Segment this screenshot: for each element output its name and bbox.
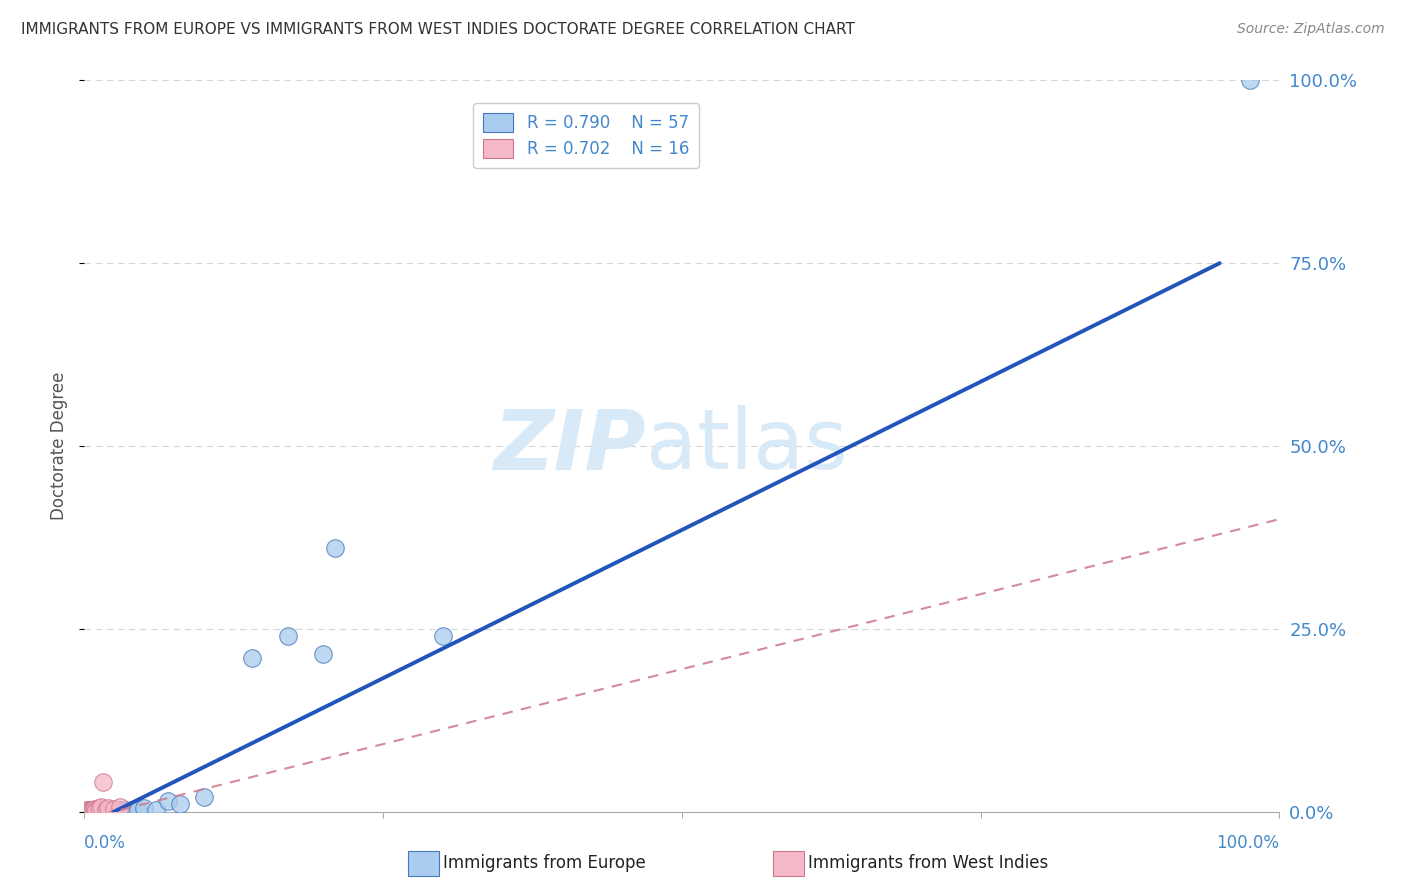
Text: IMMIGRANTS FROM EUROPE VS IMMIGRANTS FROM WEST INDIES DOCTORATE DEGREE CORRELATI: IMMIGRANTS FROM EUROPE VS IMMIGRANTS FRO… — [21, 22, 855, 37]
Point — [86, 803, 108, 817]
Point — [103, 803, 125, 817]
Point — [77, 803, 100, 817]
Point — [94, 803, 117, 817]
Point — [83, 803, 105, 817]
Point — [80, 804, 103, 818]
Point — [87, 804, 110, 818]
Point — [77, 804, 100, 818]
Point — [1239, 73, 1261, 87]
Point — [240, 651, 263, 665]
Point — [107, 803, 129, 817]
Text: Immigrants from Europe: Immigrants from Europe — [443, 855, 645, 872]
Point — [79, 803, 101, 817]
Point — [127, 803, 149, 817]
Point — [91, 804, 114, 818]
Point — [82, 804, 104, 818]
Text: Source: ZipAtlas.com: Source: ZipAtlas.com — [1237, 22, 1385, 37]
Point — [432, 629, 454, 643]
Text: atlas: atlas — [647, 406, 848, 486]
Point — [325, 541, 347, 556]
Point — [76, 804, 98, 818]
Point — [145, 803, 167, 817]
Point — [80, 803, 103, 817]
Point — [89, 804, 111, 818]
Point — [84, 803, 107, 817]
Point — [91, 804, 114, 818]
Y-axis label: Doctorate Degree: Doctorate Degree — [49, 372, 67, 520]
Text: 0.0%: 0.0% — [84, 834, 127, 852]
Point — [76, 803, 98, 817]
Point — [93, 803, 115, 817]
Point — [132, 801, 156, 815]
Point — [97, 804, 120, 818]
Point — [90, 804, 112, 818]
Point — [77, 803, 100, 817]
Point — [103, 802, 125, 816]
Point — [79, 804, 101, 818]
Point — [79, 803, 101, 817]
Point — [90, 803, 112, 817]
Point — [312, 648, 335, 662]
Point — [110, 800, 132, 814]
Point — [87, 801, 110, 815]
Point — [83, 804, 105, 818]
Point — [77, 804, 100, 818]
Point — [89, 803, 111, 817]
Text: 100.0%: 100.0% — [1216, 834, 1279, 852]
Point — [121, 804, 143, 818]
Point — [77, 803, 100, 817]
Point — [82, 803, 104, 817]
Point — [111, 803, 134, 817]
Point — [94, 804, 117, 818]
Point — [86, 804, 108, 818]
Point — [97, 801, 120, 815]
Point — [90, 800, 112, 814]
Point — [84, 804, 107, 818]
Point — [96, 803, 118, 817]
Point — [193, 790, 215, 805]
Point — [169, 797, 191, 812]
Point — [277, 629, 299, 643]
Point — [101, 804, 124, 818]
Point — [100, 803, 122, 817]
Legend: R = 0.790    N = 57, R = 0.702    N = 16: R = 0.790 N = 57, R = 0.702 N = 16 — [474, 103, 699, 169]
Point — [115, 803, 138, 817]
Text: Immigrants from West Indies: Immigrants from West Indies — [808, 855, 1049, 872]
Point — [82, 803, 104, 817]
Point — [86, 804, 108, 818]
Point — [93, 804, 115, 818]
Point — [110, 803, 132, 817]
Point — [87, 803, 110, 817]
Point — [83, 802, 105, 816]
Point — [86, 804, 108, 818]
Point — [101, 804, 124, 818]
Point — [86, 803, 108, 817]
Point — [84, 804, 107, 818]
Text: ZIP: ZIP — [494, 406, 647, 486]
Point — [157, 794, 180, 808]
Point — [80, 803, 103, 817]
Point — [77, 804, 100, 818]
Point — [86, 803, 108, 817]
Point — [93, 775, 115, 789]
Point — [79, 804, 101, 818]
Point — [98, 804, 121, 818]
Point — [104, 804, 127, 818]
